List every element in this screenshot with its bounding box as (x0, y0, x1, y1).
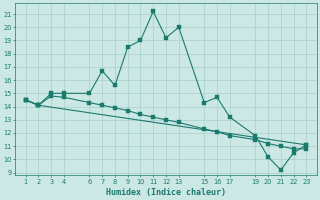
X-axis label: Humidex (Indice chaleur): Humidex (Indice chaleur) (106, 188, 226, 197)
